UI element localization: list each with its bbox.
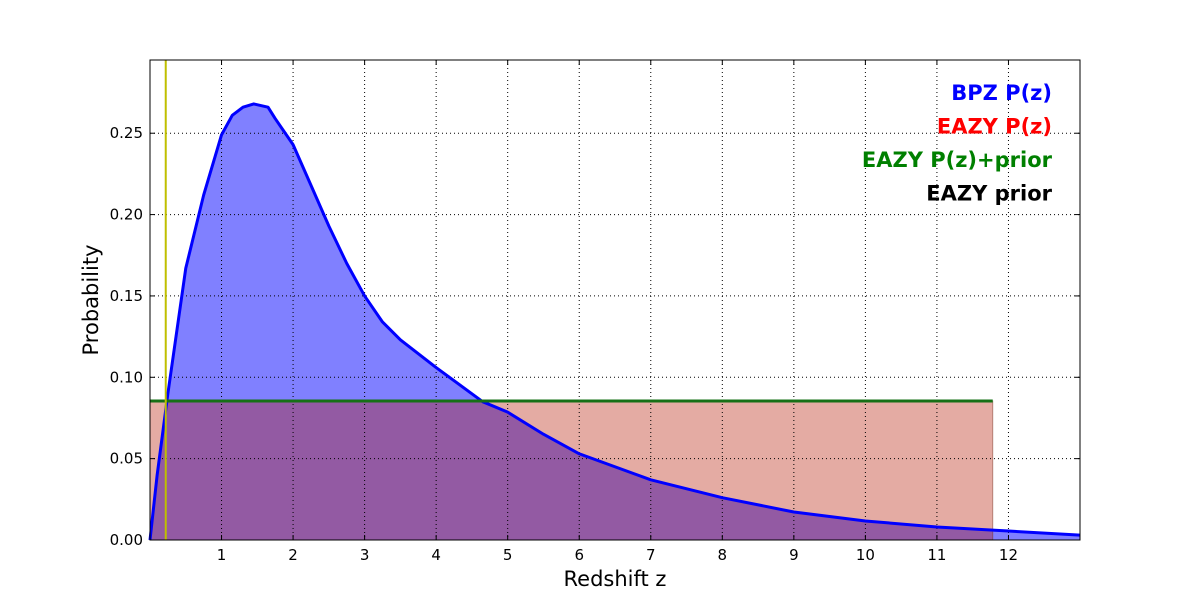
x-tick-label: 11 [927,546,946,564]
y-tick-label: 0.05 [110,450,143,468]
x-tick-label: 7 [646,546,656,564]
x-tick-label: 4 [431,546,441,564]
y-tick-label: 0.10 [110,368,143,386]
x-tick-label: 6 [574,546,584,564]
legend-entry: EAZY P(z)+prior [862,148,1053,172]
x-tick-label: 1 [217,546,227,564]
eazy-fill [149,400,994,541]
y-tick-label: 0.00 [110,531,143,549]
legend-entry: BPZ P(z) [951,81,1052,105]
x-tick-label: 3 [360,546,370,564]
x-tick-label: 2 [288,546,298,564]
x-tick-label: 5 [503,546,513,564]
bpz-line [148,102,1081,541]
plot-frame [149,59,1081,541]
x-tick-label: 9 [789,546,799,564]
legend-entry: EAZY prior [926,182,1052,206]
y-tick-label: 0.25 [110,124,143,142]
y-tick-label: 0.20 [110,206,143,224]
x-axis-label: Redshift z [564,567,667,591]
legend-entry: EAZY P(z) [937,115,1052,139]
x-tick-label: 10 [856,546,875,564]
x-tick-label: 12 [999,546,1018,564]
bpz-fill [150,103,1080,541]
y-tick-label: 0.15 [110,287,143,305]
y-axis-label: Probability [79,244,103,355]
x-tick-label: 8 [718,546,728,564]
